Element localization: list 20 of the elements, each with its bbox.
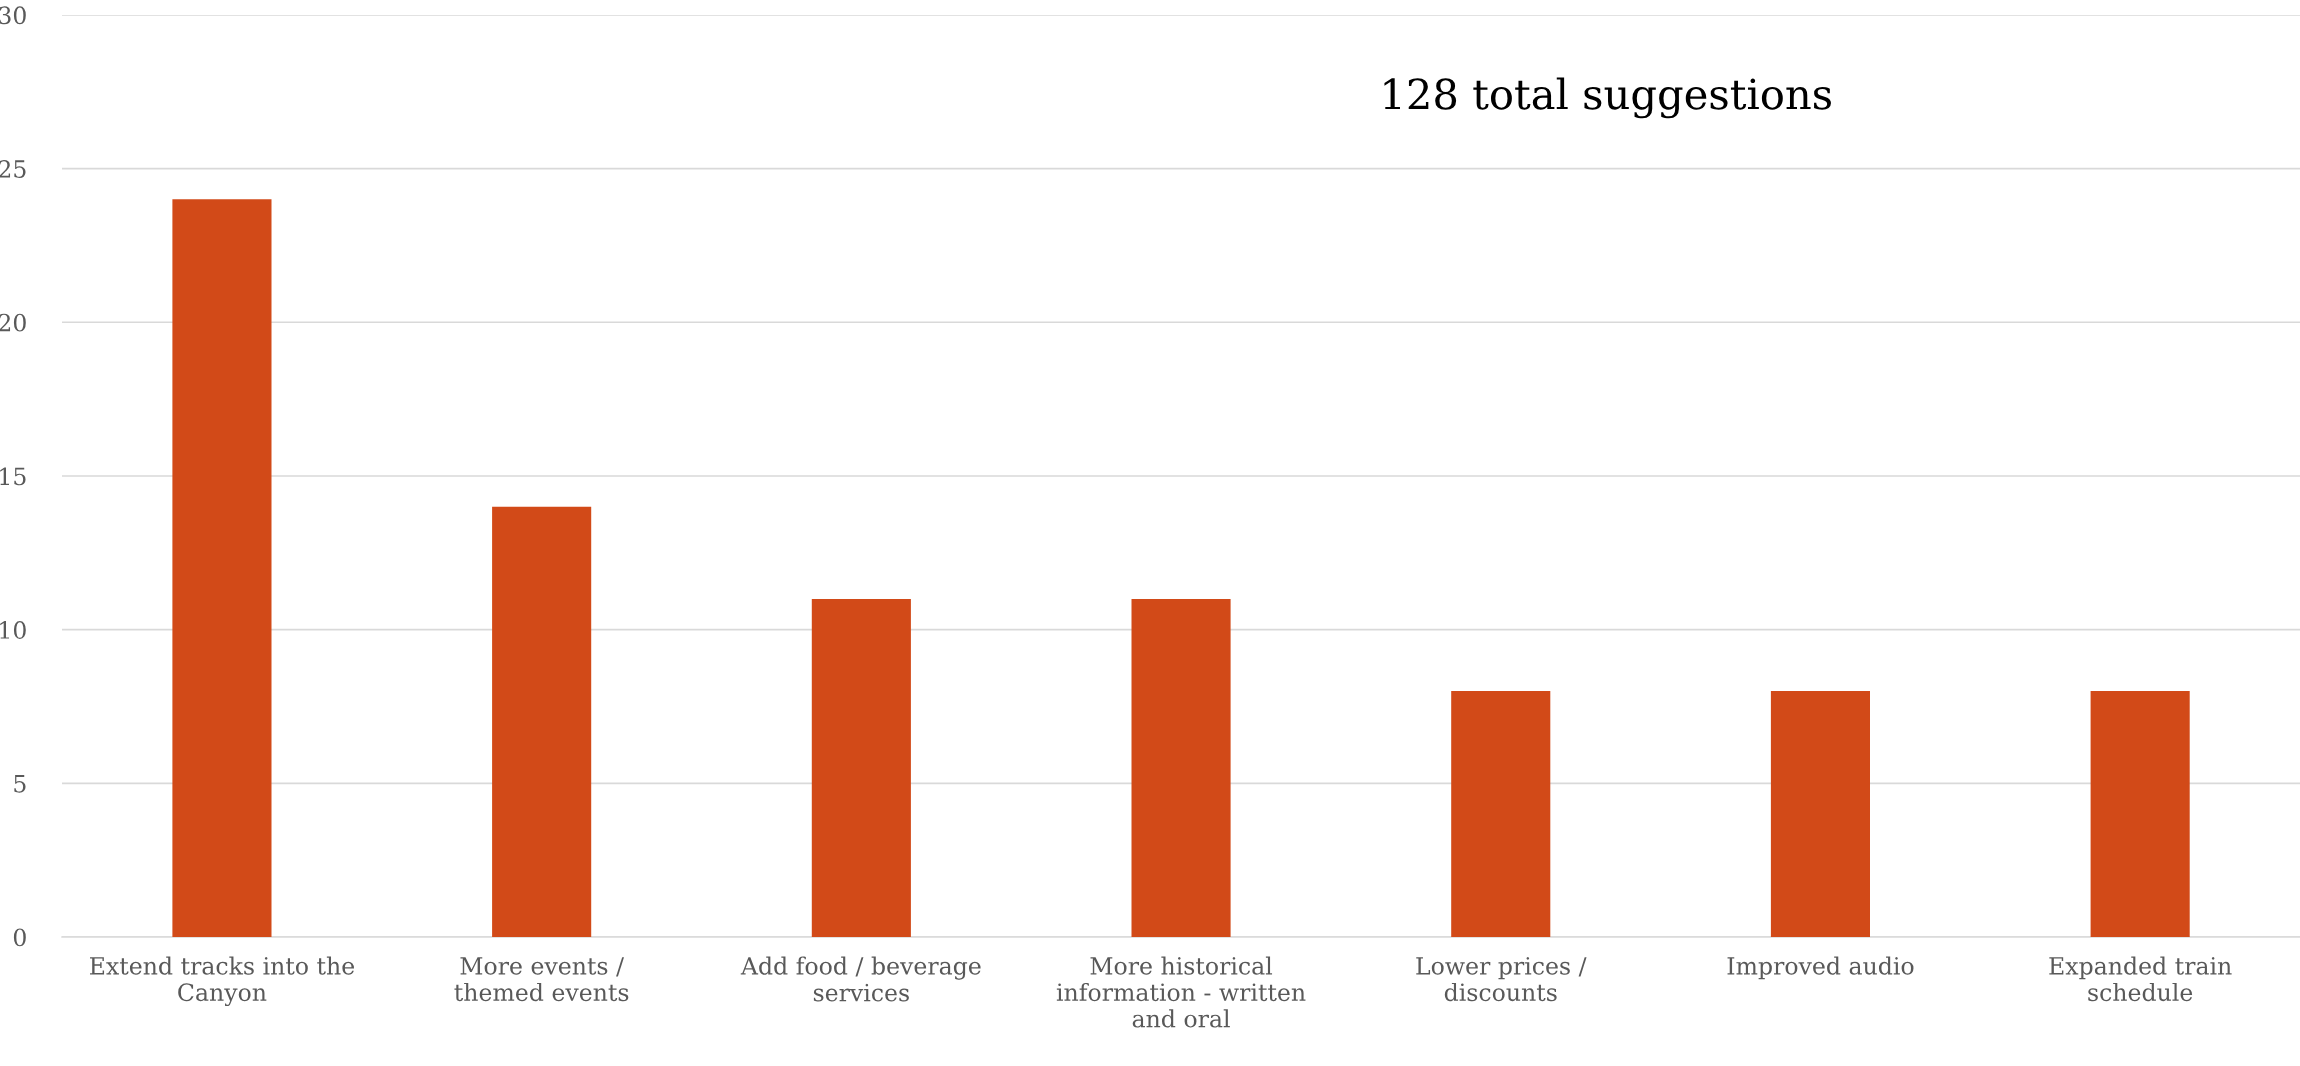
x-tick-label: Add food / beverage services: [740, 956, 981, 1002]
bar: [1451, 691, 1551, 938]
x-tick-label: Lower prices / discounts: [1416, 957, 1587, 1002]
y-tick-label: 0: [13, 928, 26, 947]
bar: [811, 598, 911, 938]
x-tick-label: Extend tracks into the Canyon: [90, 956, 355, 1007]
bar: [2090, 691, 2190, 938]
bar: [1131, 598, 1231, 938]
annotation: 128 total suggestions: [1384, 77, 1831, 119]
x-tick-label: Expanded train schedule: [2049, 956, 2232, 1002]
x-tick-label: More events / themed events: [454, 957, 629, 1002]
y-tick-label: 30: [0, 6, 26, 25]
bar: [1770, 691, 1870, 938]
bar: [492, 506, 592, 938]
x-tick-label: More historical information - written and oral: [1056, 956, 1306, 1028]
y-tick-label: 15: [0, 467, 26, 486]
y-tick-label: 10: [0, 621, 26, 639]
bar: [172, 199, 272, 938]
y-tick-label: 5: [14, 775, 26, 793]
x-tick-label: Improved audio: [1727, 956, 1914, 980]
